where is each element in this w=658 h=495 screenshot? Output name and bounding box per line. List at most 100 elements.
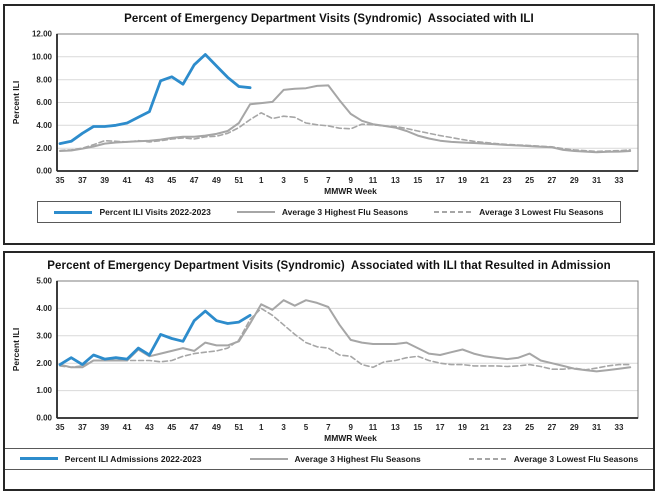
x-tick-label: 15: [413, 176, 422, 185]
x-tick-label: 49: [212, 423, 221, 432]
legend-item-current-season: Percent ILI Admissions 2022-2023: [19, 453, 202, 464]
x-tick-label: 27: [547, 423, 556, 432]
x-axis-title: MMWR Week: [324, 186, 377, 196]
x-tick-label: 11: [368, 423, 377, 432]
y-tick-label: 2.00: [36, 144, 52, 153]
x-tick-label: 21: [480, 176, 489, 185]
gray-line-swatch: [236, 211, 275, 213]
x-tick-label: 27: [547, 176, 556, 185]
x-tick-label: 25: [525, 423, 534, 432]
legend-label: Average 3 Lowest Flu Seasons: [513, 453, 639, 464]
x-tick-label: 7: [326, 176, 331, 185]
x-tick-label: 13: [390, 176, 399, 185]
legend-label: Average 3 Highest Flu Seasons: [281, 207, 409, 217]
x-tick-label: 19: [458, 423, 467, 432]
x-tick-label: 35: [55, 423, 64, 432]
y-tick-label: 12.00: [31, 30, 52, 39]
y-tick-label: 8.00: [36, 75, 52, 84]
x-tick-label: 19: [458, 176, 467, 185]
legend: Percent ILI Admissions 2022-2023 Average…: [5, 447, 653, 470]
x-tick-label: 1: [258, 423, 263, 432]
legend-row: Percent ILI Visits 2022-2023 Average 3 H…: [5, 201, 653, 223]
x-tick-label: 47: [189, 423, 198, 432]
x-tick-label: 5: [303, 176, 308, 185]
y-axis-title: Percent ILI: [11, 81, 21, 124]
x-tick-label: 17: [435, 176, 444, 185]
gray-dashed-line-swatch: [434, 211, 473, 213]
chart-panel-ed-admissions: Percent of Emergency Department Visits (…: [3, 250, 655, 491]
x-tick-label: 35: [55, 176, 64, 185]
x-tick-label: 31: [592, 423, 601, 432]
legend-label: Percent ILI Admissions 2022-2023: [64, 453, 202, 464]
x-tick-label: 45: [167, 423, 176, 432]
legend-item-lowest-seasons: Average 3 Lowest Flu Seasons: [468, 453, 639, 464]
legend-item-highest-seasons: Average 3 Highest Flu Seasons: [249, 453, 421, 464]
x-tick-label: 45: [167, 176, 176, 185]
y-tick-label: 0.00: [36, 167, 52, 176]
x-tick-label: 7: [326, 423, 331, 432]
series-line: [58, 84, 631, 154]
y-tick-label: 1.00: [36, 386, 52, 395]
x-tick-label: 33: [614, 423, 623, 432]
x-tick-label: 43: [144, 423, 153, 432]
x-tick-label: 3: [281, 423, 286, 432]
x-tick-label: 37: [77, 176, 86, 185]
chart-title: Percent of Emergency Department Visits (…: [124, 13, 534, 25]
x-tick-label: 39: [100, 423, 109, 432]
y-tick-label: 10.00: [31, 52, 52, 61]
x-tick-label: 43: [144, 176, 153, 185]
x-tick-label: 29: [569, 423, 578, 432]
y-tick-label: 0.00: [36, 413, 52, 422]
x-tick-label: 9: [348, 423, 353, 432]
x-tick-label: 49: [212, 176, 221, 185]
x-tick-label: 9: [348, 176, 353, 185]
legend-label: Average 3 Lowest Flu Seasons: [479, 207, 604, 217]
y-tick-label: 4.00: [36, 304, 52, 313]
x-tick-label: 11: [368, 176, 377, 185]
gray-line-swatch: [249, 457, 288, 460]
series-line: [58, 298, 631, 372]
x-tick-label: 15: [413, 423, 422, 432]
x-tick-label: 41: [122, 423, 131, 432]
x-tick-label: 33: [614, 176, 623, 185]
x-axis-title: MMWR Week: [324, 432, 377, 443]
x-tick-label: 13: [390, 423, 399, 432]
legend-item-lowest-seasons: Average 3 Lowest Flu Seasons: [434, 207, 604, 217]
legend-row: Percent ILI Admissions 2022-2023 Average…: [5, 447, 653, 470]
x-tick-label: 29: [569, 176, 578, 185]
chart-panel-ed-visits: Percent of Emergency Department Visits (…: [3, 4, 655, 245]
legend-label: Average 3 Highest Flu Seasons: [294, 453, 421, 464]
plot-border: [56, 280, 638, 418]
y-axis-title: Percent ILI: [11, 327, 21, 370]
x-tick-label: 39: [100, 176, 109, 185]
x-tick-label: 31: [592, 176, 601, 185]
x-tick-label: 17: [435, 423, 444, 432]
x-tick-label: 41: [122, 176, 131, 185]
blue-line-swatch: [19, 457, 58, 460]
series-line: [58, 307, 631, 371]
x-tick-label: 21: [480, 423, 489, 432]
y-tick-label: 2.00: [36, 358, 52, 367]
x-tick-label: 37: [77, 423, 86, 432]
x-tick-label: 51: [234, 176, 243, 185]
x-tick-label: 3: [281, 176, 286, 185]
legend: Percent ILI Visits 2022-2023 Average 3 H…: [37, 201, 621, 223]
legend-label: Percent ILI Visits 2022-2023: [99, 207, 211, 217]
series-line: [58, 309, 252, 366]
legend-item-current-season: Percent ILI Visits 2022-2023: [54, 207, 211, 217]
x-tick-label: 5: [303, 423, 308, 432]
x-tick-label: 51: [234, 423, 243, 432]
x-tick-label: 47: [189, 176, 198, 185]
x-tick-label: 23: [502, 423, 511, 432]
series-line: [58, 112, 631, 153]
y-tick-label: 3.00: [36, 331, 52, 340]
chart-title: Percent of Emergency Department Visits (…: [47, 259, 611, 272]
legend-item-highest-seasons: Average 3 Highest Flu Seasons: [236, 207, 409, 217]
gray-dashed-line-swatch: [468, 457, 507, 460]
x-tick-label: 1: [258, 176, 263, 185]
y-tick-label: 5.00: [36, 276, 52, 285]
x-tick-label: 25: [525, 176, 534, 185]
